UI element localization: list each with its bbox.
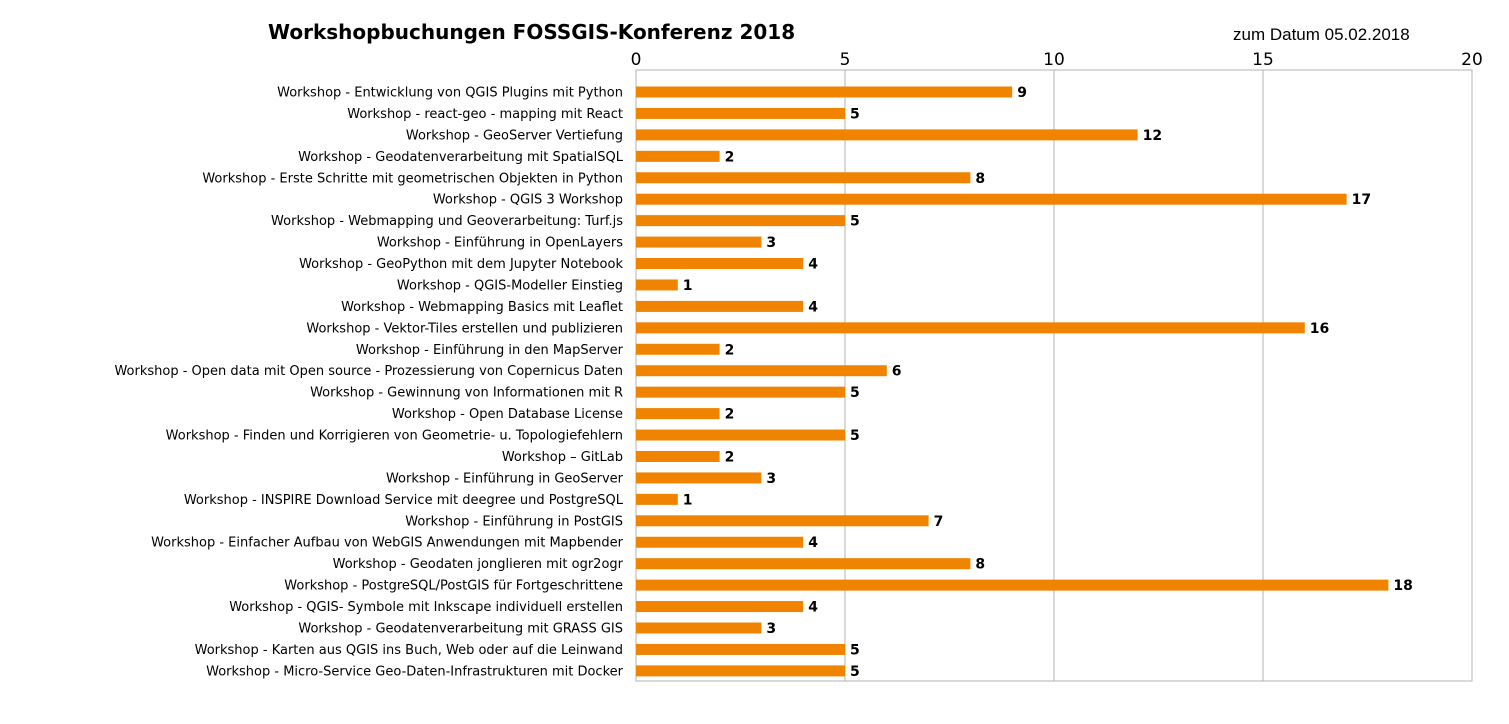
x-tick-label: 15 — [1252, 50, 1274, 70]
data-label: 2 — [725, 407, 735, 423]
category-label: Workshop - Finden und Korrigieren von Ge… — [166, 429, 623, 444]
data-label: 1 — [683, 492, 693, 508]
data-label: 1 — [683, 278, 693, 294]
category-label: Workshop - Einführung in PostGIS — [405, 514, 623, 529]
data-label: 2 — [725, 449, 735, 465]
category-label: Workshop - Karten aus QGIS ins Buch, Web… — [195, 643, 623, 658]
data-label: 6 — [892, 364, 902, 380]
bar — [636, 343, 720, 355]
data-label: 2 — [725, 149, 735, 165]
bar — [636, 129, 1138, 141]
category-label: Workshop - Webmapping und Geoverarbeitun… — [271, 214, 623, 229]
category-label: Workshop - PostgreSQL/PostGIS für Fortge… — [284, 579, 623, 594]
category-label: Workshop - QGIS-Modeller Einstieg — [397, 278, 623, 293]
bar — [636, 107, 845, 119]
bar — [636, 429, 845, 441]
bar — [636, 472, 762, 484]
data-label: 8 — [975, 557, 985, 573]
bar — [636, 279, 678, 291]
category-label: Workshop - Vektor-Tiles erstellen und pu… — [306, 321, 623, 336]
bar — [636, 665, 845, 677]
chart-subtitle: zum Datum 05.02.2018 — [1233, 25, 1410, 44]
bar — [636, 300, 804, 312]
data-label: 5 — [850, 106, 860, 122]
category-label: Workshop - GeoPython mit dem Jupyter Not… — [299, 257, 623, 272]
bar — [636, 365, 887, 377]
category-label: Workshop - Einführung in GeoServer — [386, 471, 624, 486]
x-tick-label: 10 — [1043, 50, 1065, 70]
data-label: 4 — [808, 257, 818, 273]
category-label: Workshop - Micro-Service Geo-Daten-Infra… — [206, 664, 624, 679]
data-label: 16 — [1310, 321, 1329, 337]
x-tick-label: 0 — [631, 50, 642, 70]
bar — [636, 536, 804, 548]
bar — [636, 258, 804, 270]
x-tick-label: 5 — [840, 50, 851, 70]
bar — [636, 450, 720, 462]
bar — [636, 558, 971, 570]
data-label: 5 — [850, 664, 860, 680]
bar — [636, 322, 1305, 334]
category-label: Workshop - Geodatenverarbeitung mit GRAS… — [298, 622, 623, 637]
data-label: 2 — [725, 342, 735, 358]
category-label: Workshop - Einfacher Aufbau von WebGIS A… — [151, 536, 624, 551]
category-label: Workshop - Open Database License — [392, 407, 623, 422]
bar — [636, 172, 971, 184]
category-label: Workshop - Geodatenverarbeitung mit Spat… — [298, 150, 624, 165]
data-label: 3 — [766, 235, 776, 251]
data-label: 18 — [1393, 578, 1412, 594]
category-label: Workshop – GitLab — [502, 450, 623, 465]
category-label: Workshop - Erste Schritte mit geometrisc… — [202, 171, 623, 186]
category-label: Workshop - INSPIRE Download Service mit … — [184, 493, 624, 508]
bar — [636, 622, 762, 634]
data-label: 4 — [808, 600, 818, 616]
category-label: Workshop - Webmapping Basics mit Leaflet — [341, 300, 623, 315]
data-label: 5 — [850, 214, 860, 230]
bar — [636, 601, 804, 613]
data-label: 5 — [850, 428, 860, 444]
data-label: 3 — [766, 621, 776, 637]
data-label: 5 — [850, 385, 860, 401]
bar — [636, 493, 678, 505]
bar — [636, 579, 1389, 591]
data-label: 5 — [850, 642, 860, 658]
data-label: 9 — [1017, 85, 1027, 101]
bar — [636, 236, 762, 248]
data-label: 4 — [808, 299, 818, 315]
bar — [636, 193, 1347, 205]
data-label: 3 — [766, 471, 776, 487]
bar — [636, 150, 720, 162]
category-label: Workshop - Open data mit Open source - P… — [114, 364, 623, 379]
data-label: 4 — [808, 535, 818, 551]
category-label: Workshop - QGIS- Symbole mit Inkscape in… — [229, 600, 623, 615]
category-label: Workshop - Geodaten jonglieren mit ogr2o… — [333, 557, 624, 572]
bar — [636, 86, 1013, 98]
data-label: 17 — [1352, 192, 1371, 208]
data-label: 7 — [934, 514, 944, 530]
chart-title: Workshopbuchungen FOSSGIS-Konferenz 2018 — [268, 20, 796, 44]
bar — [636, 643, 845, 655]
data-label: 12 — [1143, 128, 1162, 144]
category-label: Workshop - Gewinnung von Informationen m… — [310, 386, 623, 401]
category-label: Workshop - QGIS 3 Workshop — [433, 193, 623, 208]
bar — [636, 215, 845, 227]
category-label: Workshop - Einführung in OpenLayers — [377, 236, 623, 251]
category-label: Workshop - Entwicklung von QGIS Plugins … — [277, 86, 623, 101]
data-label: 8 — [975, 171, 985, 187]
bar — [636, 515, 929, 527]
x-tick-label: 20 — [1461, 50, 1483, 70]
category-label: Workshop - GeoServer Vertiefung — [406, 128, 623, 143]
bar — [636, 386, 845, 398]
category-label: Workshop - react-geo - mapping mit React — [347, 107, 623, 122]
bar — [636, 408, 720, 420]
category-label: Workshop - Einführung in den MapServer — [356, 343, 624, 358]
